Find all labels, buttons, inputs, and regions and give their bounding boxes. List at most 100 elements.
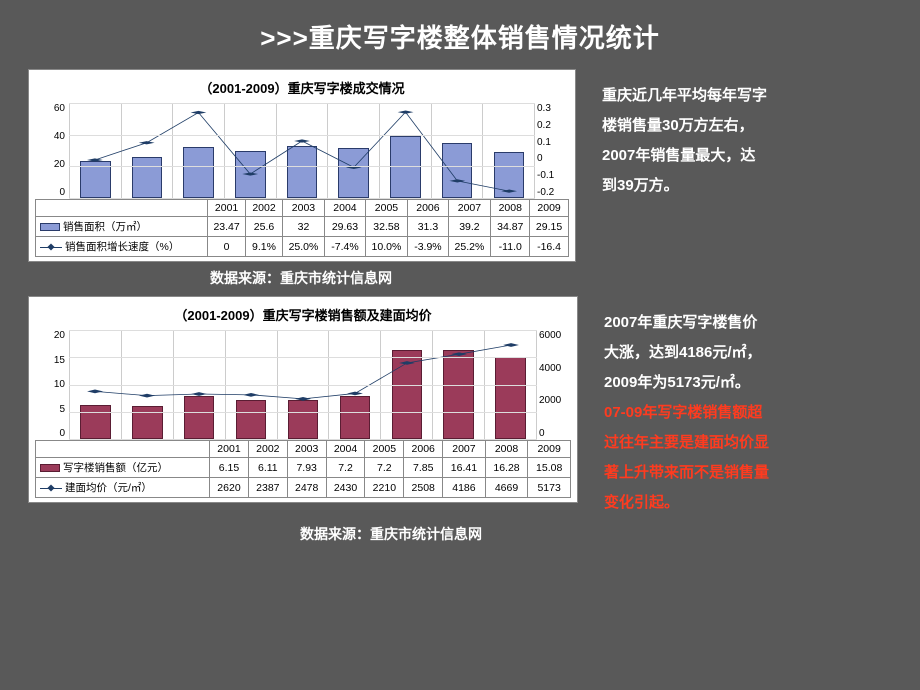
chart1-title: （2001-2009）重庆写字楼成交情况 xyxy=(35,78,569,97)
bar-value: 7.2 xyxy=(365,458,404,478)
year-header: 2003 xyxy=(282,200,325,217)
year-header: 2007 xyxy=(448,200,491,217)
side-text-line: 2007年销售量最大，达 xyxy=(602,141,900,171)
bar xyxy=(80,405,111,439)
line-value: -11.0 xyxy=(491,237,530,257)
year-header: 2007 xyxy=(443,441,486,458)
bar-value: 16.41 xyxy=(443,458,486,478)
bar xyxy=(494,152,524,198)
bar-value: 25.6 xyxy=(246,217,282,237)
page-title: >>>重庆写字楼整体销售情况统计 xyxy=(0,0,920,69)
bar-cell xyxy=(173,103,225,198)
line-value: -7.4% xyxy=(325,237,365,257)
bar-value: 7.85 xyxy=(404,458,443,478)
line-value: 25.0% xyxy=(282,237,325,257)
bar xyxy=(184,396,215,439)
year-header: 2006 xyxy=(408,200,448,217)
year-header: 2001 xyxy=(207,200,246,217)
line-value: 2387 xyxy=(248,478,287,498)
year-header: 2008 xyxy=(485,441,528,458)
year-header: 2006 xyxy=(404,441,443,458)
bar xyxy=(495,357,526,439)
bar xyxy=(132,406,163,439)
chart2-box: （2001-2009）重庆写字楼销售额及建面均价 20151050 600040… xyxy=(28,296,578,503)
line-value: 10.0% xyxy=(365,237,408,257)
bar-value: 29.63 xyxy=(325,217,365,237)
bar-value: 16.28 xyxy=(485,458,528,478)
bar-value: 7.93 xyxy=(287,458,326,478)
bar-cell xyxy=(380,103,432,198)
side-text-2: 2007年重庆写字楼售价大涨，达到4186元/㎡，2009年为5173元/㎡。0… xyxy=(578,296,900,518)
source-2: 数据来源：重庆市统计信息网 xyxy=(300,524,920,544)
side-text-line: 到39万方。 xyxy=(602,171,900,201)
bar-value: 31.3 xyxy=(408,217,448,237)
bar-value: 29.15 xyxy=(530,217,569,237)
year-header: 2002 xyxy=(246,200,282,217)
bar xyxy=(392,350,423,439)
line-value: 5173 xyxy=(528,478,571,498)
bar-value: 6.15 xyxy=(210,458,249,478)
bar xyxy=(288,400,319,439)
bar-value: 39.2 xyxy=(448,217,491,237)
bar xyxy=(443,350,474,439)
line-value: 2210 xyxy=(365,478,404,498)
year-header: 2002 xyxy=(248,441,287,458)
bar-value: 15.08 xyxy=(528,458,571,478)
chart1-plot: 6040200 0.30.20.10-0.1-0.2 xyxy=(69,103,535,199)
chart1-table: 200120022003200420052006200720082009 销售面积… xyxy=(35,199,569,257)
bar xyxy=(236,400,267,439)
side-text-line: 2007年重庆写字楼售价 xyxy=(604,308,900,338)
year-header: 2009 xyxy=(528,441,571,458)
year-header: 2005 xyxy=(365,441,404,458)
chart1-box: （2001-2009）重庆写字楼成交情况 6040200 0.30.20.10-… xyxy=(28,69,576,262)
side-text-line-red: 变化引起。 xyxy=(604,488,900,518)
year-header: 2004 xyxy=(325,200,365,217)
side-text-line: 2009年为5173元/㎡。 xyxy=(604,368,900,398)
bar xyxy=(235,151,265,198)
year-header: 2004 xyxy=(326,441,365,458)
line-value: -16.4 xyxy=(530,237,569,257)
bar xyxy=(183,147,213,198)
side-text-1: 重庆近几年平均每年写字楼销售量30万方左右，2007年销售量最大，达到39万方。 xyxy=(576,69,900,201)
bar-series-legend: 销售面积（万㎡） xyxy=(36,217,208,237)
year-header: 2005 xyxy=(365,200,408,217)
bar-value: 32 xyxy=(282,217,325,237)
line-value: 9.1% xyxy=(246,237,282,257)
bar-cell xyxy=(69,103,122,198)
year-header: 2003 xyxy=(287,441,326,458)
bar-cell xyxy=(277,103,329,198)
section-1: （2001-2009）重庆写字楼成交情况 6040200 0.30.20.10-… xyxy=(28,69,900,262)
line-value: -3.9% xyxy=(408,237,448,257)
side-text-line-red: 过往年主要是建面均价显 xyxy=(604,428,900,458)
year-header: 2001 xyxy=(210,441,249,458)
line-series-legend: 销售面积增长速度（%） xyxy=(36,237,208,257)
bar-cell xyxy=(328,103,380,198)
bar-value: 23.47 xyxy=(207,217,246,237)
bar xyxy=(338,148,368,198)
side-text-line-red: 著上升带来而不是销售量 xyxy=(604,458,900,488)
bar-cell xyxy=(225,103,277,198)
bar xyxy=(442,143,472,198)
bar-value: 7.2 xyxy=(326,458,365,478)
line-value: 4669 xyxy=(485,478,528,498)
bar xyxy=(340,396,371,439)
chart2-title: （2001-2009）重庆写字楼销售额及建面均价 xyxy=(35,305,571,324)
year-header: 2008 xyxy=(491,200,530,217)
bar-cell xyxy=(122,103,174,198)
bar-value: 34.87 xyxy=(491,217,530,237)
bar xyxy=(287,146,317,198)
line-value: 0 xyxy=(207,237,246,257)
line-value: 4186 xyxy=(443,478,486,498)
bar-value: 32.58 xyxy=(365,217,408,237)
year-header: 2009 xyxy=(530,200,569,217)
side-text-line: 重庆近几年平均每年写字 xyxy=(602,81,900,111)
line-series-legend: 建面均价（元/㎡） xyxy=(36,478,210,498)
line-value: 2430 xyxy=(326,478,365,498)
line-value: 25.2% xyxy=(448,237,491,257)
side-text-line-red: 07-09年写字楼销售额超 xyxy=(604,398,900,428)
line-value: 2620 xyxy=(210,478,249,498)
line-value: 2508 xyxy=(404,478,443,498)
bar-cell xyxy=(432,103,484,198)
chart2-table: 200120022003200420052006200720082009写字楼销… xyxy=(35,440,571,498)
side-text-line: 大涨，达到4186元/㎡， xyxy=(604,338,900,368)
